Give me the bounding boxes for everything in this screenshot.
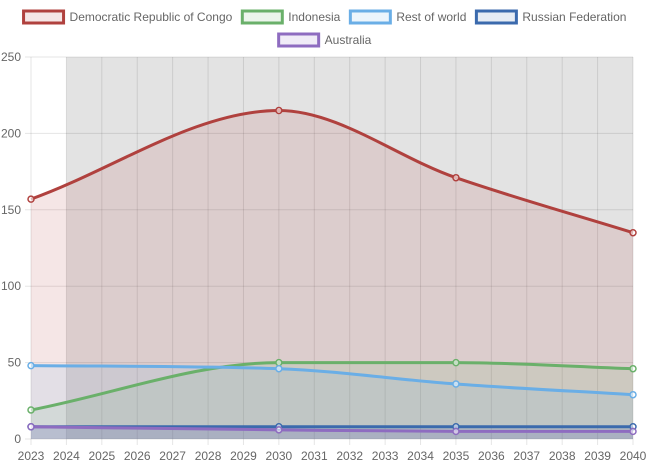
data-point <box>452 427 460 436</box>
y-tick-label: 0 <box>14 432 21 446</box>
data-point <box>275 364 283 373</box>
legend-item: Australia <box>277 32 372 48</box>
data-point <box>27 406 35 414</box>
legend-label: Democratic Republic of Congo <box>70 10 233 24</box>
y-tick-label: 200 <box>1 126 21 140</box>
series-area-1 <box>31 362 633 439</box>
data-point <box>452 380 460 388</box>
legend-item: Democratic Republic of Congo <box>22 9 233 25</box>
legend-label: Indonesia <box>288 10 340 24</box>
x-tick-label: 2037 <box>513 449 540 463</box>
x-tick-label: 2027 <box>159 449 186 463</box>
data-point <box>629 228 637 237</box>
data-point <box>629 390 637 399</box>
x-tick-label: 2032 <box>336 449 363 463</box>
legend-swatch <box>277 32 321 48</box>
data-point <box>275 358 283 367</box>
legend-label: Russian Federation <box>522 10 626 24</box>
x-tick-label: 2026 <box>124 449 151 463</box>
data-point <box>27 361 35 370</box>
x-tick-label: 2039 <box>584 449 611 463</box>
x-tick-label: 2023 <box>18 449 45 463</box>
x-tick-label: 2035 <box>443 449 470 463</box>
data-point <box>27 423 35 431</box>
data-point <box>452 173 460 182</box>
legend-label: Rest of world <box>396 10 466 24</box>
x-tick-label: 2029 <box>230 449 257 463</box>
data-point <box>629 364 637 373</box>
data-point <box>629 427 637 436</box>
y-tick-label: 100 <box>1 279 21 293</box>
legend-label: Australia <box>325 33 372 47</box>
series-line-4 <box>30 425 633 433</box>
x-tick-label: 2038 <box>549 449 576 463</box>
x-tick-label: 2028 <box>195 449 222 463</box>
series-line-1 <box>30 361 634 412</box>
legend-swatch <box>474 9 518 25</box>
legend-item: Rest of world <box>348 9 466 25</box>
y-tick-label: 50 <box>8 356 22 370</box>
data-point <box>275 426 283 434</box>
legend-item: Indonesia <box>240 9 341 25</box>
x-tick-label: 2031 <box>301 449 328 463</box>
legend-swatch <box>240 9 284 25</box>
y-tick-label: 250 <box>1 50 21 64</box>
y-tick-label: 150 <box>1 203 21 217</box>
series-line-0 <box>30 108 634 235</box>
legend-item: Russian Federation <box>474 9 626 25</box>
x-tick-label: 2040 <box>620 449 647 463</box>
data-point <box>27 195 35 203</box>
x-tick-label: 2033 <box>372 449 399 463</box>
data-point <box>452 358 460 367</box>
x-tick-label: 2036 <box>478 449 505 463</box>
legend-swatch <box>348 9 392 25</box>
x-tick-label: 2034 <box>407 449 434 463</box>
series-area-2 <box>31 365 633 439</box>
legend-swatch <box>22 9 66 25</box>
series-line-2 <box>30 364 634 397</box>
x-tick-label: 2030 <box>266 449 293 463</box>
data-point <box>275 106 283 115</box>
series-area-0 <box>31 110 633 439</box>
x-tick-label: 2025 <box>88 449 115 463</box>
x-tick-label: 2024 <box>53 449 80 463</box>
